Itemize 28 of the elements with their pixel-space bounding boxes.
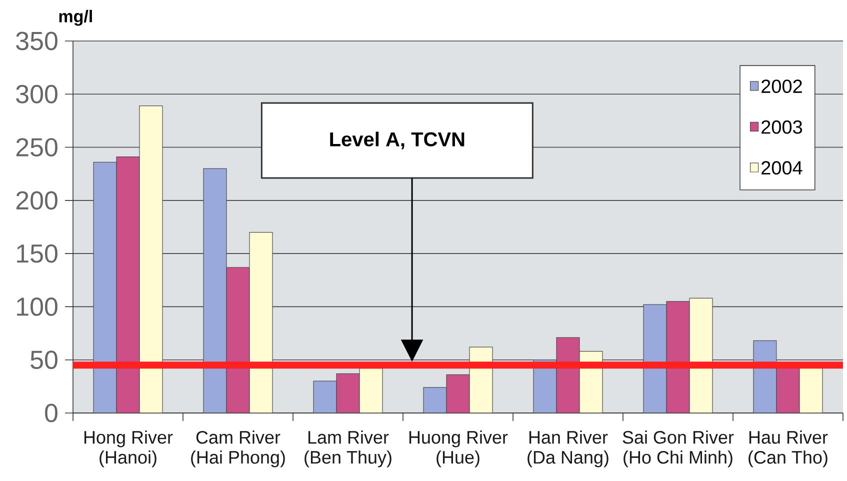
x-tick-label: Han River (Da Nang) [528, 430, 608, 468]
bar [423, 387, 447, 413]
legend-label: 2002 [762, 80, 802, 94]
y-tick-label: 250 [16, 138, 58, 156]
y-tick-label: 300 [16, 84, 58, 104]
x-tick-label: Sai Gon River (Ho Chi Minh) [622, 430, 734, 468]
bar [446, 374, 470, 413]
y-tick-label: 0 [45, 404, 58, 422]
y-tick-label: 200 [16, 191, 58, 210]
x-tick-label: Hong River (Hanoi) [84, 430, 173, 468]
bar [93, 162, 117, 413]
annotation: Level A, TCVN [330, 132, 464, 150]
legend-label: 2003 [762, 120, 802, 134]
x-tick-label: Hau River (Can Tho) [748, 430, 828, 468]
legend-label: 2004 [762, 161, 802, 175]
y-tick-label: 150 [17, 244, 58, 263]
y-tick-label: 50 [30, 350, 58, 370]
bar [336, 373, 360, 413]
bar [226, 267, 250, 413]
y-tick-label: 350 [16, 32, 58, 50]
bar [203, 168, 227, 413]
x-tick-label: Huong River (Hue) [409, 430, 508, 468]
y-tick-label: 100 [17, 297, 58, 316]
x-tick-label: Cam River (Hai Phong) [191, 430, 285, 468]
y-axis-title: mg/l [59, 10, 92, 26]
bar [313, 380, 337, 413]
bar [116, 156, 140, 413]
x-tick-label: Lam River (Ben Thuy) [304, 430, 392, 468]
